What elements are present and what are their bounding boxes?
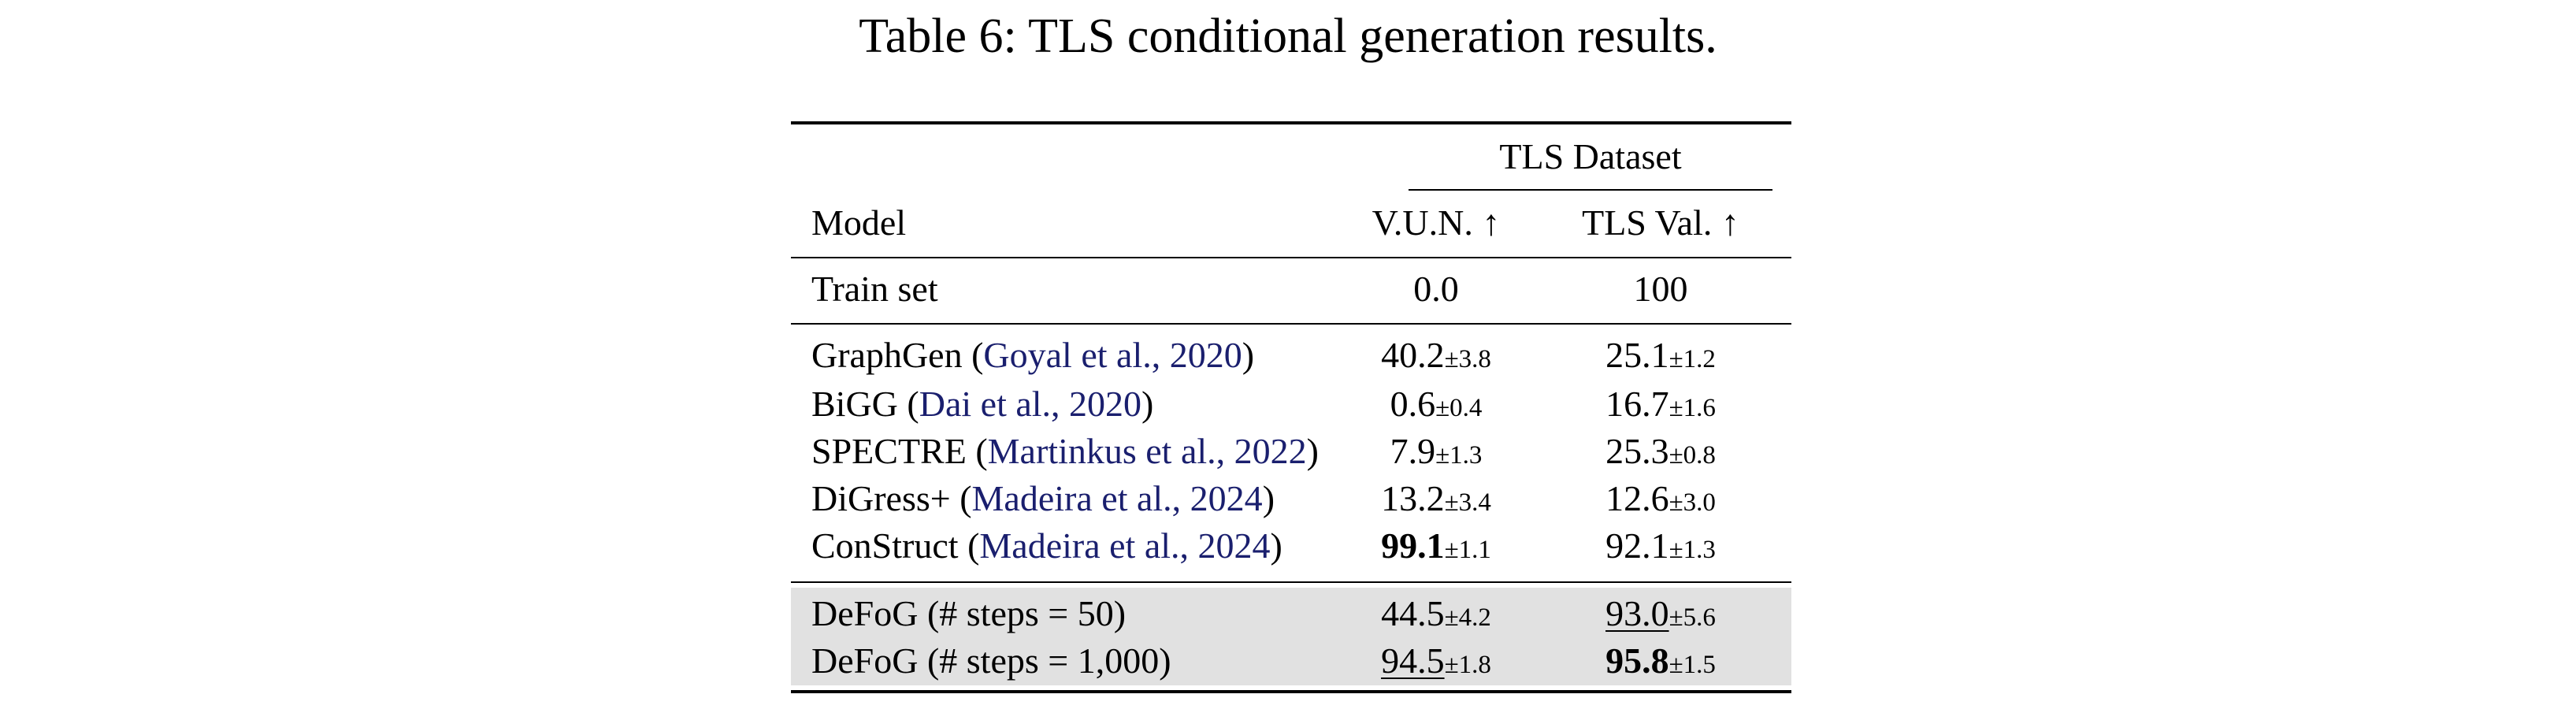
- header-midrule: [791, 257, 1791, 258]
- table-cell: 13.2±3.4: [1381, 478, 1491, 518]
- table-cell: 99.1±1.1: [1381, 525, 1491, 566]
- table-cell: 94.5±1.8: [1381, 640, 1491, 681]
- best-value: 99.1: [1381, 525, 1445, 566]
- table-cell: 95.8±1.5: [1605, 640, 1716, 681]
- header-model: Model: [811, 202, 907, 243]
- table-caption: Table 6: TLS conditional generation resu…: [859, 9, 1717, 63]
- table-row: GraphGen (Goyal et al., 2020): [811, 335, 1255, 375]
- citation-link[interactable]: Martinkus et al., 2022: [987, 431, 1307, 471]
- table-row: SPECTRE (Martinkus et al., 2022): [811, 431, 1319, 471]
- header-group-tls-dataset: TLS Dataset: [1499, 136, 1682, 176]
- top-rule: [791, 121, 1791, 124]
- table-cell: 16.7±1.6: [1605, 384, 1716, 424]
- citation-link[interactable]: Madeira et al., 2024: [971, 478, 1263, 518]
- train-set-tls-val: 100: [1633, 269, 1688, 309]
- train-set-vun: 0.0: [1413, 269, 1459, 309]
- table-cell: 7.9±1.3: [1390, 431, 1483, 471]
- table-cell: 93.0±5.6: [1605, 593, 1716, 633]
- up-arrow-icon: ↑: [1482, 202, 1501, 243]
- header-vun: V.U.N. ↑: [1372, 202, 1501, 243]
- table-row: DiGress+ (Madeira et al., 2024): [811, 478, 1275, 518]
- table-row: DeFoG (# steps = 1,000): [811, 640, 1171, 681]
- table-cell: 44.5±4.2: [1381, 593, 1491, 633]
- table-cell: 40.2±3.8: [1381, 335, 1491, 375]
- table-row: BiGG (Dai et al., 2020): [811, 384, 1154, 424]
- table-cell: 92.1±1.3: [1605, 525, 1716, 566]
- ours-highlight: [791, 588, 1791, 685]
- table-cell: 0.6±0.4: [1390, 384, 1483, 424]
- citation-link[interactable]: Madeira et al., 2024: [979, 525, 1271, 566]
- second-best-value: 93.0: [1605, 593, 1669, 633]
- train-midrule: [791, 323, 1791, 325]
- citation-link[interactable]: Goyal et al., 2020: [983, 335, 1242, 375]
- baselines-midrule: [791, 581, 1791, 583]
- bottom-rule: [791, 690, 1791, 693]
- group-cmidrule: [1409, 189, 1772, 191]
- up-arrow-icon: ↑: [1720, 202, 1739, 243]
- table-cell: 25.3±0.8: [1605, 431, 1716, 471]
- header-tls-val: TLS Val. ↑: [1582, 202, 1739, 243]
- citation-link[interactable]: Dai et al., 2020: [919, 384, 1142, 424]
- second-best-value: 94.5: [1381, 640, 1445, 681]
- table-cell: 12.6±3.0: [1605, 478, 1716, 518]
- best-value: 95.8: [1605, 640, 1669, 681]
- table-row: DeFoG (# steps = 50): [811, 593, 1127, 633]
- table-row: ConStruct (Madeira et al., 2024): [811, 525, 1282, 566]
- train-set-label: Train set: [811, 269, 938, 309]
- table-cell: 25.1±1.2: [1605, 335, 1716, 375]
